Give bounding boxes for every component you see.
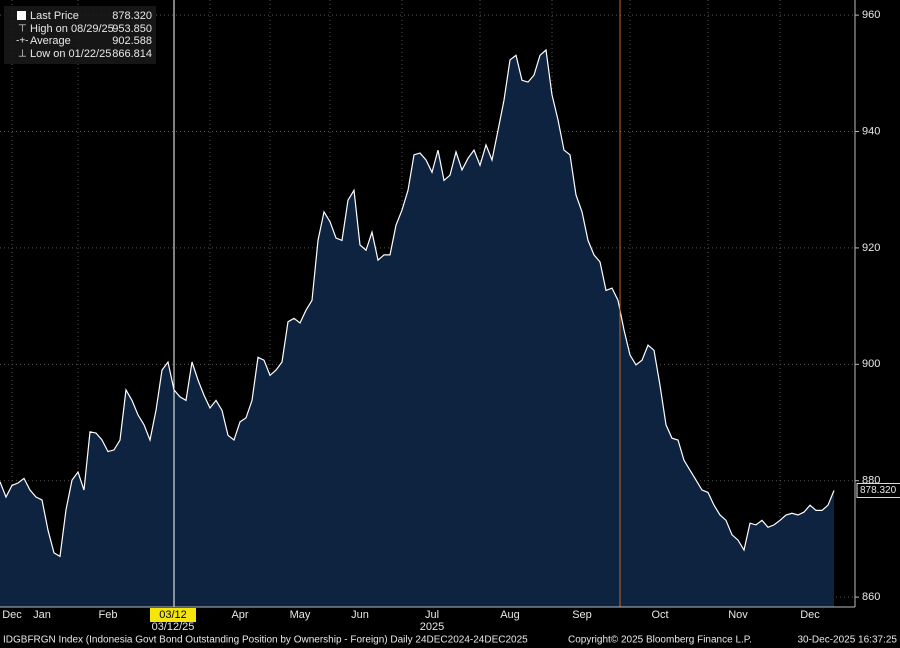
y-tick-label: 900 xyxy=(862,358,880,370)
y-tick-label: 960 xyxy=(862,9,880,21)
y-tick-label: 860 xyxy=(862,591,880,603)
last-price-tag: 878.320 xyxy=(856,482,900,498)
legend-icon: ⊤ xyxy=(18,24,27,35)
legend-value: 902.588 xyxy=(112,35,152,47)
last-price-box xyxy=(856,482,900,498)
legend-label: High on 08/29/25 xyxy=(30,23,114,35)
legend: Last Price 878.320 ⊤ High on 08/29/25 95… xyxy=(4,6,156,64)
legend-value: 878.320 xyxy=(112,10,152,22)
plot-area xyxy=(0,0,859,607)
legend-value: 953.850 xyxy=(112,23,152,35)
x-tick-label: Apr xyxy=(231,609,248,621)
legend-icon: ⊥ xyxy=(18,49,27,60)
legend-box xyxy=(4,6,156,64)
x-tick-label: Feb xyxy=(99,609,118,621)
x-tick-label: May xyxy=(290,609,311,621)
cursor-tag xyxy=(150,608,196,622)
footer-description: IDGBFRGN Index (Indonesia Govt Bond Outs… xyxy=(3,635,528,646)
legend-value: 866.814 xyxy=(112,48,152,60)
x-tick-label: Jun xyxy=(351,609,369,621)
footer-timestamp: 30-Dec-2025 16:37:25 xyxy=(797,635,897,646)
y-tick-label: 920 xyxy=(862,242,880,254)
legend-label: Last Price xyxy=(30,10,79,22)
legend-label: Low on 01/22/25 xyxy=(30,48,111,60)
x-tick-label: Oct xyxy=(651,609,668,621)
legend-label: Average xyxy=(30,35,71,47)
cursor-date: 03/12/25 xyxy=(152,621,195,633)
last-price-label: 878.320 xyxy=(860,485,897,496)
x-tick-label: Nov xyxy=(728,609,748,621)
x-tick-label: Jan xyxy=(33,609,51,621)
footer-copyright: Copyright© 2025 Bloomberg Finance L.P. xyxy=(568,635,752,646)
year-label: 2025 xyxy=(420,621,444,633)
y-tick-label: 940 xyxy=(862,125,880,137)
line xyxy=(0,48,835,558)
x-tick-label: Jul xyxy=(425,609,439,621)
x-tick-label: Dec xyxy=(800,609,820,621)
x-tick-label: Sep xyxy=(572,609,592,621)
cursor-label: 03/12 xyxy=(159,609,187,621)
x-tick-label: Dec xyxy=(2,609,22,621)
legend-icon: -+- xyxy=(16,36,29,47)
area xyxy=(0,50,834,607)
legend-swatch xyxy=(17,11,26,20)
x-tick-label: Aug xyxy=(500,609,520,621)
y-tick-label: 880 xyxy=(862,475,880,487)
